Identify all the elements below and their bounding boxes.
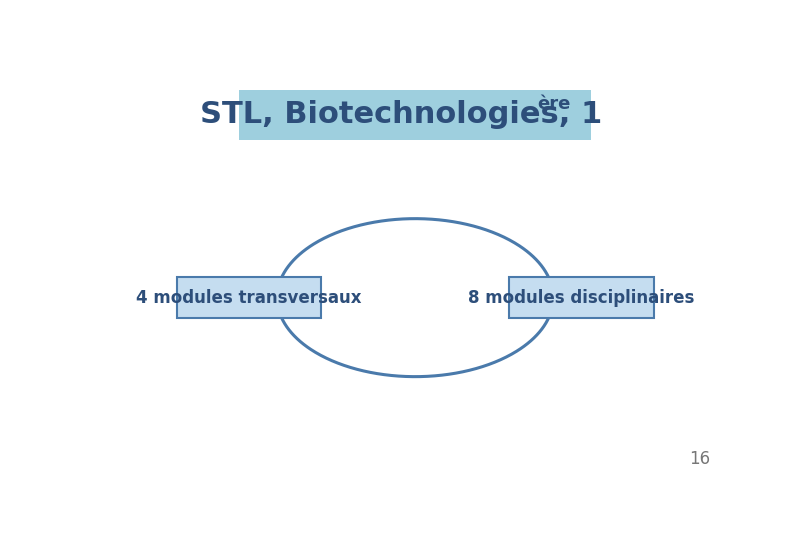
Text: STL, Biotechnologies, 1: STL, Biotechnologies, 1 <box>200 100 602 129</box>
FancyBboxPatch shape <box>509 277 654 319</box>
FancyBboxPatch shape <box>240 90 590 140</box>
FancyBboxPatch shape <box>177 277 321 319</box>
Text: 8 modules disciplinaires: 8 modules disciplinaires <box>468 289 695 307</box>
Text: 4 modules transversaux: 4 modules transversaux <box>136 289 361 307</box>
Text: ère: ère <box>537 94 571 113</box>
Text: 16: 16 <box>689 450 710 468</box>
